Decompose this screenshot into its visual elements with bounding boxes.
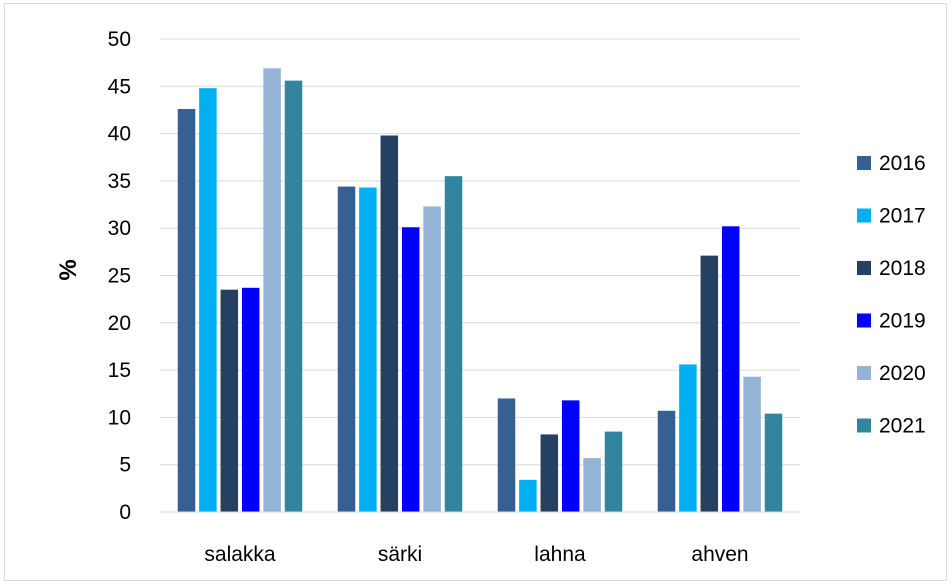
bar-2021-särki bbox=[444, 176, 463, 513]
bar-2017-särki bbox=[359, 187, 377, 512]
legend-label: 2018 bbox=[879, 257, 926, 280]
y-tick-label: 20 bbox=[108, 312, 131, 335]
y-axis-title: % bbox=[55, 259, 82, 280]
bar-2020-lahna bbox=[583, 458, 601, 512]
legend-label: 2016 bbox=[879, 152, 926, 175]
y-tick-label: 40 bbox=[108, 123, 131, 146]
bar-2016-särki bbox=[337, 186, 356, 513]
bar-2020-särki bbox=[423, 206, 441, 512]
legend-label: 2019 bbox=[879, 310, 926, 333]
bar-2018-salakka bbox=[220, 289, 239, 512]
x-category-label: salakka bbox=[204, 543, 276, 566]
bars bbox=[177, 68, 783, 513]
bar-2016-salakka bbox=[177, 109, 196, 512]
y-tick-label: 35 bbox=[108, 170, 131, 193]
y-tick-label: 10 bbox=[108, 406, 131, 429]
legend-label: 2021 bbox=[879, 415, 926, 438]
legend: 2016 2017 2018 2019 2020 2021 bbox=[857, 152, 926, 438]
bar-2019-lahna bbox=[561, 400, 580, 512]
legend-label: 2020 bbox=[879, 362, 926, 385]
y-tick-label: 50 bbox=[108, 28, 131, 51]
bar-2016-ahven bbox=[657, 410, 676, 512]
y-tick-label: 30 bbox=[108, 217, 131, 240]
bar-2020-salakka bbox=[263, 68, 281, 513]
bar-2021-salakka bbox=[284, 80, 303, 513]
y-tick-label: 5 bbox=[119, 454, 131, 477]
bar-2017-ahven bbox=[679, 364, 697, 512]
x-axis-categories: salakka särki lahna ahven bbox=[204, 543, 748, 566]
legend-swatch-2020 bbox=[857, 366, 871, 380]
legend-swatch-2017 bbox=[857, 208, 871, 223]
legend-swatch-2019 bbox=[857, 313, 871, 328]
legend-swatch-2018 bbox=[857, 261, 871, 275]
bar-2018-lahna bbox=[540, 434, 559, 512]
bar-2021-ahven bbox=[764, 413, 783, 512]
x-category-label: lahna bbox=[534, 543, 586, 566]
legend-label: 2017 bbox=[879, 205, 926, 228]
bar-2020-ahven bbox=[743, 376, 761, 512]
bar-2019-ahven bbox=[721, 226, 740, 513]
bar-2019-särki bbox=[401, 227, 420, 512]
legend-swatch-2021 bbox=[857, 418, 871, 433]
legend-swatch-2016 bbox=[857, 156, 871, 170]
y-tick-label: 15 bbox=[108, 359, 131, 382]
chart-frame bbox=[4, 3, 947, 581]
bar-2017-salakka bbox=[199, 88, 217, 512]
bar-2017-lahna bbox=[519, 479, 537, 512]
bar-2018-ahven bbox=[700, 255, 719, 512]
bar-2018-särki bbox=[380, 135, 399, 512]
bar-2021-lahna bbox=[604, 431, 623, 512]
y-axis-ticks: 0 5 10 15 20 25 30 35 40 45 50 bbox=[108, 28, 131, 524]
bar-2019-salakka bbox=[241, 287, 260, 512]
bar-2016-lahna bbox=[497, 398, 516, 512]
x-category-label: särki bbox=[378, 543, 422, 566]
y-tick-label: 25 bbox=[108, 265, 131, 288]
x-category-label: ahven bbox=[691, 543, 748, 566]
y-tick-label: 0 bbox=[119, 501, 131, 524]
y-tick-label: 45 bbox=[108, 75, 131, 98]
